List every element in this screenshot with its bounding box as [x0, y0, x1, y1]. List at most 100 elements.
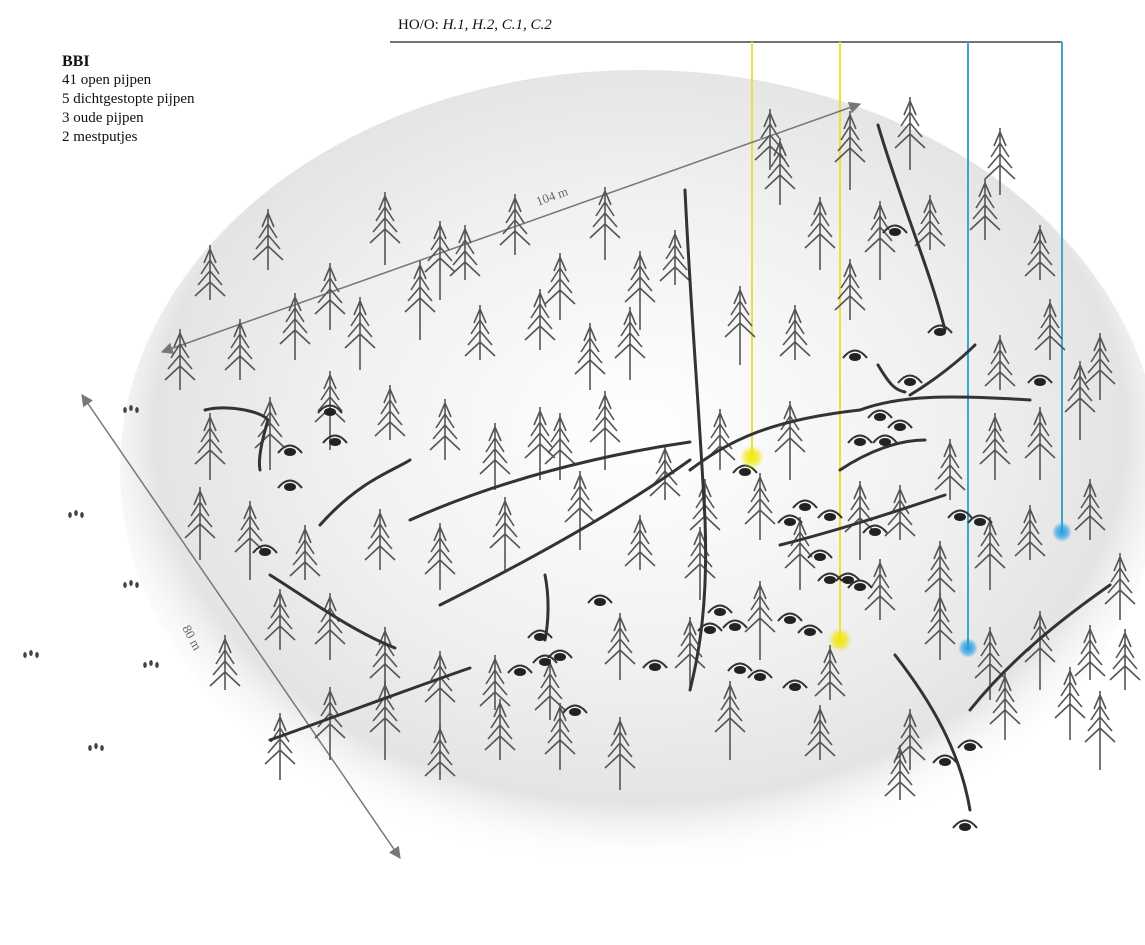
burrow: [897, 374, 923, 386]
burrow: [527, 629, 553, 641]
tree: [864, 201, 896, 280]
ho-header: HO/O: H.1, H.2, C.1, C.2: [398, 17, 552, 34]
tree: [314, 263, 346, 330]
tree: [479, 655, 511, 710]
tree: [934, 439, 966, 500]
tree: [1034, 299, 1066, 360]
length-dimension-arrow: [160, 101, 862, 355]
tree: [534, 659, 566, 720]
tree: [369, 627, 401, 700]
burrow: [782, 679, 808, 691]
burrow: [507, 664, 533, 676]
tree: [1109, 629, 1141, 690]
tree: [834, 259, 866, 320]
burrow: [587, 594, 613, 606]
burrow: [952, 819, 978, 831]
tree: [649, 445, 681, 500]
burrow: [947, 509, 973, 521]
tree: [449, 225, 481, 280]
tree: [194, 413, 226, 480]
tree: [1084, 691, 1116, 770]
tree: [589, 391, 621, 470]
yellow-marker-1: [740, 445, 764, 469]
tree: [544, 703, 576, 770]
tree: [374, 385, 406, 440]
tree: [989, 673, 1021, 740]
tree: [604, 717, 636, 790]
burrow: [862, 524, 888, 536]
tree: [424, 221, 456, 300]
tree: [779, 305, 811, 360]
wood-area: [120, 70, 1145, 870]
tree: [424, 651, 456, 730]
burrow: [1027, 374, 1053, 386]
tree: [544, 413, 576, 480]
tree: [184, 487, 216, 560]
tree: [614, 307, 646, 380]
tree: [499, 194, 531, 255]
legend: BBI 41 open pijpen 5 dichtgestopte pijpe…: [62, 52, 194, 147]
burrow: [747, 669, 773, 681]
tree: [369, 192, 401, 265]
tree: [279, 293, 311, 360]
burrow: [252, 544, 278, 556]
tree: [252, 209, 284, 270]
blue-marker-1: [958, 638, 978, 658]
dropping-mark: [143, 660, 159, 668]
tree: [834, 111, 866, 190]
tree: [369, 681, 401, 760]
tree: [984, 128, 1016, 195]
tree: [289, 525, 321, 580]
tree: [589, 187, 621, 260]
burrow: [807, 549, 833, 561]
tree: [1024, 225, 1056, 280]
blue-marker-2: [1052, 522, 1072, 542]
tree: [754, 109, 786, 170]
tree: [464, 305, 496, 360]
tree: [1024, 407, 1056, 480]
dropping-mark: [123, 405, 139, 413]
tree: [224, 319, 256, 380]
burrow: [532, 654, 558, 666]
tree: [524, 407, 556, 480]
tree: [574, 323, 606, 390]
tree: [724, 286, 756, 365]
tree: [524, 289, 556, 350]
tree: [744, 473, 776, 540]
burrow: [317, 404, 343, 416]
dropping-mark: [88, 743, 104, 751]
burrow: [847, 579, 873, 591]
tree: [209, 635, 241, 690]
burrow: [322, 434, 348, 446]
burrow: [562, 704, 588, 716]
burrow: [792, 499, 818, 511]
tree: [1074, 625, 1106, 680]
tree: [744, 581, 776, 660]
burrow: [642, 659, 668, 671]
tree: [924, 541, 956, 620]
tree: [479, 423, 511, 490]
dropping-mark: [68, 510, 84, 518]
tree: [969, 179, 1001, 240]
burrow: [277, 479, 303, 491]
tree: [544, 253, 576, 320]
tree: [489, 497, 521, 570]
tree: [404, 261, 436, 340]
tree: [624, 515, 656, 570]
burrow: [957, 739, 983, 751]
tree: [234, 501, 266, 580]
tree: [884, 745, 916, 800]
tree: [974, 517, 1006, 590]
burrow-marks: [252, 224, 1053, 831]
tree: [564, 471, 596, 550]
burrow: [835, 572, 861, 584]
tree: [164, 329, 196, 390]
ho-prefix: HO/O:: [398, 17, 439, 33]
burrow: [697, 622, 723, 634]
tree: [1064, 361, 1096, 440]
burrow: [707, 604, 733, 616]
tree: [979, 413, 1011, 480]
tree: [974, 627, 1006, 700]
legend-item-closed-burrows: 5 dichtgestopte pijpen: [62, 91, 195, 107]
